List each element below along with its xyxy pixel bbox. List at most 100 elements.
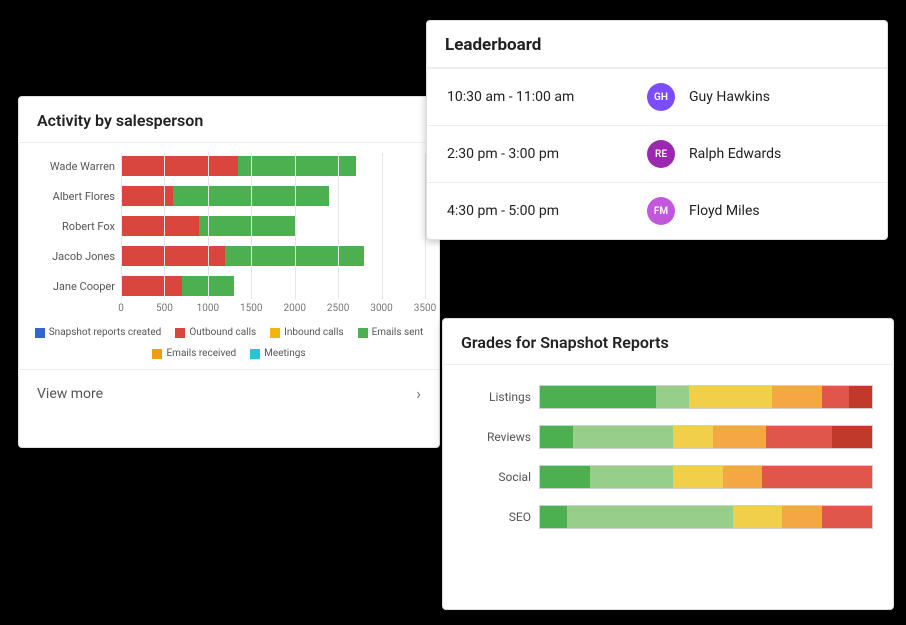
activity-bar-segment-outbound: [121, 276, 182, 296]
grades-bar-segment: [713, 426, 766, 448]
avatar: RE: [647, 140, 675, 168]
activity-legend-item: Inbound calls: [270, 327, 343, 338]
activity-legend-item: Emails received: [152, 348, 236, 359]
legend-label: Snapshot reports created: [49, 327, 162, 338]
grades-row: Listings: [463, 385, 873, 409]
legend-label: Meetings: [264, 348, 305, 359]
activity-bar-segment-emails: [173, 186, 329, 206]
activity-chart: Wade Warren Albert Flores Robert Fox Jacob …: [19, 143, 439, 369]
legend-swatch: [152, 349, 162, 359]
grades-bar-segment: [689, 386, 772, 408]
leaderboard-card: Leaderboard 10:30 am - 11:00 amGH Guy Haw…: [426, 20, 888, 240]
activity-bar-segment-outbound: [121, 156, 238, 176]
grades-bar-segment: [772, 386, 822, 408]
legend-label: Inbound calls: [284, 327, 343, 338]
leaderboard-name: Floyd Miles: [689, 203, 760, 219]
grades-row: SEO: [463, 505, 873, 529]
legend-swatch: [175, 328, 185, 338]
activity-row: Wade Warren: [33, 153, 425, 179]
grades-card: Grades for Snapshot Reports Listings Revi…: [442, 318, 894, 610]
grades-bar-segment: [540, 506, 567, 528]
activity-bar-segment-emails: [225, 246, 364, 266]
view-more-label: View more: [37, 386, 103, 402]
grades-bar-segment: [540, 426, 573, 448]
activity-bar: [121, 246, 364, 266]
legend-label: Emails received: [166, 348, 236, 359]
avatar: FM: [647, 197, 675, 225]
grades-bar-segment: [782, 506, 822, 528]
activity-x-tick: 1000: [197, 303, 219, 314]
activity-row-label: Robert Fox: [33, 220, 121, 233]
grades-bar: [539, 505, 873, 529]
grades-title: Grades for Snapshot Reports: [443, 319, 893, 365]
view-more-button[interactable]: View more ›: [19, 369, 439, 417]
leaderboard-row[interactable]: 2:30 pm - 3:00 pmRE Ralph Edwards: [427, 125, 887, 182]
legend-swatch: [358, 328, 368, 338]
grades-bar-segment: [733, 506, 783, 528]
activity-legend-item: Meetings: [250, 348, 305, 359]
activity-legend-item: Emails sent: [358, 327, 424, 338]
grades-bar-segment: [567, 506, 733, 528]
grades-bar: [539, 465, 873, 489]
activity-row-label: Jacob Jones: [33, 250, 121, 263]
grades-bar-segment: [766, 426, 832, 448]
grades-bar-segment: [723, 466, 763, 488]
leaderboard-time: 2:30 pm - 3:00 pm: [447, 146, 647, 162]
activity-bar-segment-outbound: [121, 246, 225, 266]
grades-chart: Listings Reviews Social SEO: [443, 365, 893, 529]
grades-row: Reviews: [463, 425, 873, 449]
legend-swatch: [35, 328, 45, 338]
activity-row: Albert Flores: [33, 183, 425, 209]
leaderboard-name: Ralph Edwards: [689, 146, 781, 162]
activity-legend-item: Snapshot reports created: [35, 327, 162, 338]
activity-row: Jacob Jones: [33, 243, 425, 269]
grades-bar-segment: [573, 426, 673, 448]
grades-row-label: Listings: [463, 390, 539, 404]
grades-row-label: Reviews: [463, 430, 539, 444]
activity-row: Jane Cooper: [33, 273, 425, 299]
grades-bar-segment: [590, 466, 673, 488]
grades-row-label: Social: [463, 470, 539, 484]
grades-bar-segment: [673, 426, 713, 448]
activity-bar: [121, 216, 295, 236]
activity-bar: [121, 186, 329, 206]
activity-row-label: Wade Warren: [33, 160, 121, 173]
avatar: GH: [647, 83, 675, 111]
grades-bar-segment: [540, 386, 656, 408]
leaderboard-title: Leaderboard: [427, 21, 887, 68]
activity-x-tick: 2000: [283, 303, 305, 314]
grades-bar-segment: [762, 466, 872, 488]
grades-row-label: SEO: [463, 510, 539, 524]
grades-bar-segment: [849, 386, 872, 408]
activity-title: Activity by salesperson: [19, 97, 439, 143]
activity-bar-segment-outbound: [121, 186, 173, 206]
leaderboard-body: 10:30 am - 11:00 amGH Guy Hawkins 2:30 pm …: [427, 68, 887, 239]
activity-row-label: Jane Cooper: [33, 280, 121, 293]
activity-row: Robert Fox: [33, 213, 425, 239]
grades-bar-segment: [832, 426, 872, 448]
leaderboard-row[interactable]: 10:30 am - 11:00 amGH Guy Hawkins: [427, 68, 887, 125]
legend-label: Emails sent: [372, 327, 424, 338]
activity-bar: [121, 276, 234, 296]
chevron-right-icon: ›: [416, 384, 421, 403]
grades-bar-segment: [540, 466, 590, 488]
activity-x-axis: 0500100015002000250030003500: [121, 303, 425, 321]
activity-card: Activity by salesperson Wade Warren Alber…: [18, 96, 440, 448]
activity-bar-segment-emails: [182, 276, 234, 296]
leaderboard-name: Guy Hawkins: [689, 89, 770, 105]
activity-x-tick: 2500: [327, 303, 349, 314]
activity-x-tick: 500: [156, 303, 173, 314]
activity-bar-segment-outbound: [121, 216, 199, 236]
activity-x-tick: 0: [118, 303, 124, 314]
grades-bar-segment: [822, 506, 872, 528]
leaderboard-time: 4:30 pm - 5:00 pm: [447, 203, 647, 219]
grades-row: Social: [463, 465, 873, 489]
grades-bar-segment: [673, 466, 723, 488]
activity-x-tick: 3000: [370, 303, 392, 314]
activity-legend: Snapshot reports created Outbound calls In…: [33, 321, 425, 369]
activity-legend-item: Outbound calls: [175, 327, 256, 338]
activity-x-tick: 1500: [240, 303, 262, 314]
leaderboard-row[interactable]: 4:30 pm - 5:00 pmFM Floyd Miles: [427, 182, 887, 239]
grades-bar-segment: [822, 386, 849, 408]
leaderboard-time: 10:30 am - 11:00 am: [447, 89, 647, 105]
